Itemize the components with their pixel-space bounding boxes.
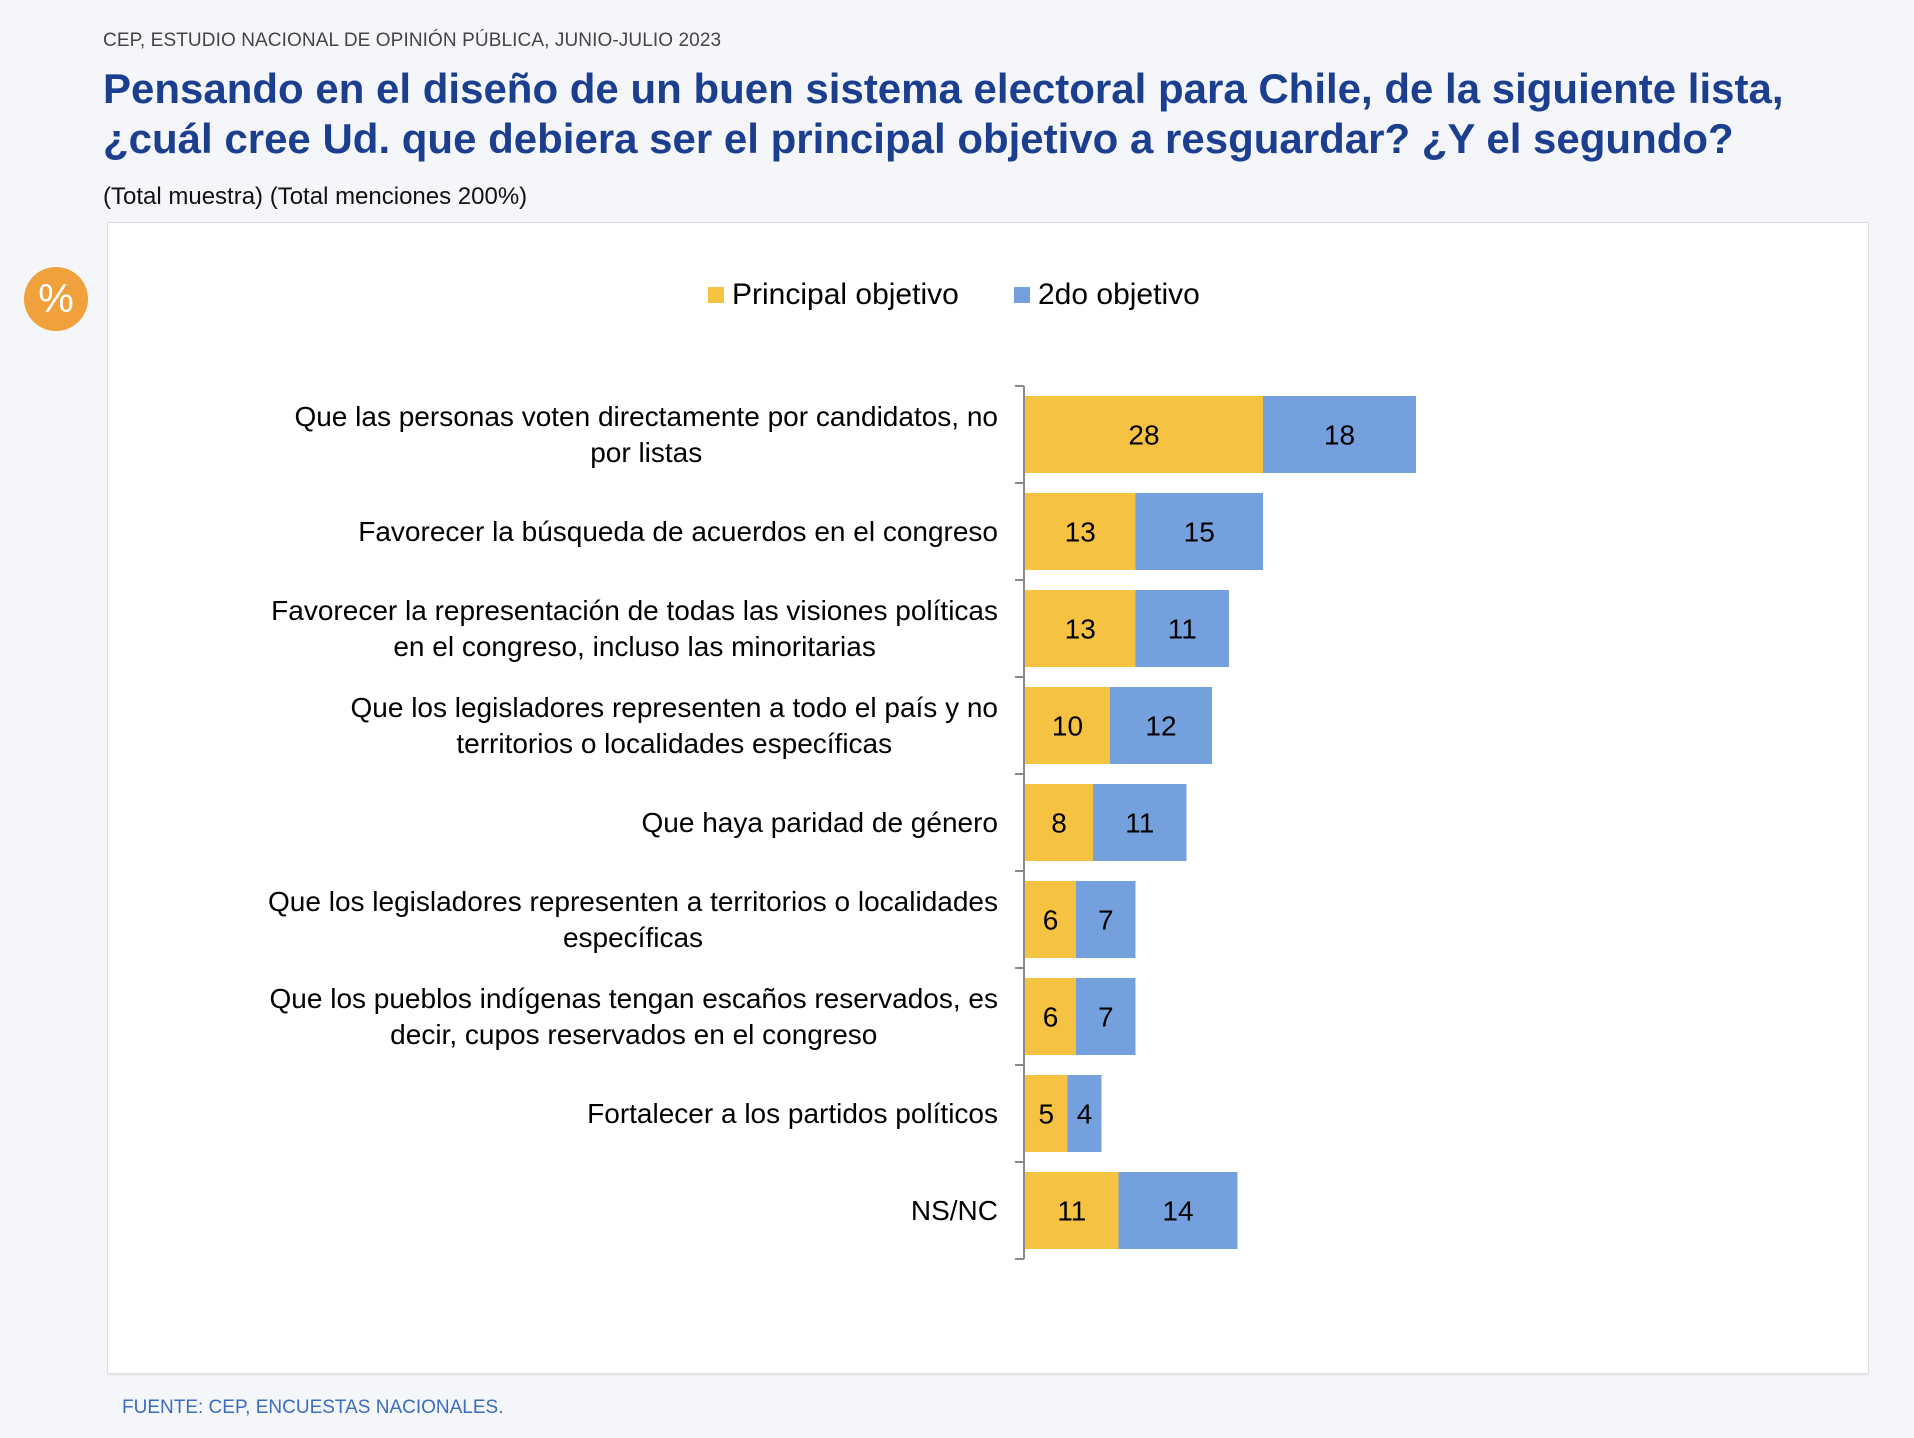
category-label-line: Que los pueblos indígenas tengan escaños…: [269, 982, 998, 1014]
category-label: Que los legisladores representen a terri…: [268, 884, 998, 956]
survey-source-header: CEP, ESTUDIO NACIONAL DE OPINIÓN PÚBLICA…: [103, 30, 722, 51]
legend-item-principal: Principal objetivo: [708, 278, 959, 312]
category-label-line: Que las personas voten directamente por …: [294, 400, 998, 432]
category-label-line: Que los legisladores representen a todo …: [350, 691, 998, 723]
chart-title-line-2: ¿cuál cree Ud. que debiera ser el princi…: [103, 115, 1734, 162]
category-label-line: Que los legisladores representen a terri…: [268, 885, 998, 917]
category-label: NS/NC: [911, 1193, 998, 1229]
legend-item-segundo: 2do objetivo: [1014, 278, 1200, 312]
percent-icon: %: [24, 267, 88, 331]
legend-swatch-segundo: [1014, 287, 1030, 303]
category-label-line: específicas: [562, 921, 704, 953]
category-label-line: decir, cupos reservados en el congreso: [390, 1018, 878, 1050]
category-label-line: NS/NC: [910, 1194, 998, 1226]
chart-subtitle: (Total muestra) (Total menciones 200%): [103, 183, 528, 210]
legend-swatch-principal: [708, 287, 724, 303]
category-label-line: Que haya paridad de género: [641, 806, 999, 838]
category-label-line: Favorecer la representación de todas las…: [271, 594, 998, 626]
category-label-line: territorios o localidades específicas: [456, 727, 893, 759]
category-label-line: Favorecer la búsqueda de acuerdos en el …: [358, 515, 998, 547]
category-label: Favorecer la búsqueda de acuerdos en el …: [358, 514, 998, 550]
category-label: Que los legisladores representen a todo …: [350, 690, 998, 762]
category-label: Que haya paridad de género: [642, 805, 999, 841]
legend-label-segundo: 2do objetivo: [1038, 278, 1200, 311]
category-label-line: por listas: [590, 436, 703, 468]
category-label: Que las personas voten directamente por …: [294, 399, 998, 471]
legend-label-principal: Principal objetivo: [732, 278, 959, 311]
category-label: Fortalecer a los partidos políticos: [587, 1096, 998, 1132]
category-label-line: Fortalecer a los partidos políticos: [587, 1097, 998, 1129]
footer-source: FUENTE: CEP, ENCUESTAS NACIONALES.: [122, 1397, 504, 1418]
chart-panel: [107, 222, 1869, 1374]
chart-title-line-1: Pensando en el diseño de un buen sistema…: [103, 65, 1784, 112]
category-label: Favorecer la representación de todas las…: [271, 593, 998, 665]
chart-title: Pensando en el diseño de un buen sistema…: [103, 64, 1893, 164]
category-label-line: en el congreso, incluso las minoritarias: [393, 630, 876, 662]
category-label: Que los pueblos indígenas tengan escaños…: [270, 981, 998, 1053]
